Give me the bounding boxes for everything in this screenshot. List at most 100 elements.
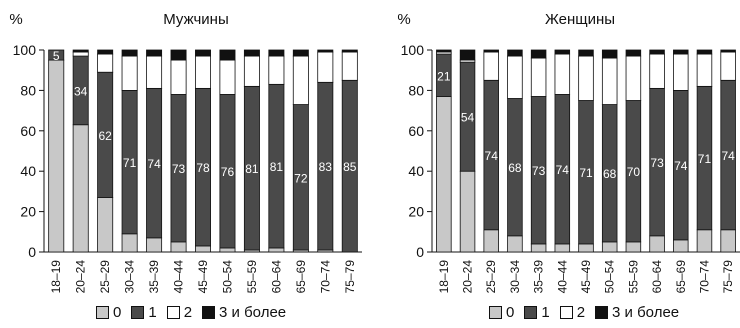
x-tick-label: 35–39	[532, 260, 546, 294]
bar-segment-0	[121, 233, 138, 253]
legend-label: 2	[576, 304, 586, 321]
data-label: 5	[53, 49, 60, 63]
x-tick-label: 75–79	[721, 260, 735, 294]
x-tick-label: 18–19	[437, 260, 451, 294]
data-label: 71	[698, 152, 712, 166]
bar-segment-0	[170, 241, 187, 253]
legend-item: 0	[96, 304, 121, 321]
legend-swatch	[559, 306, 573, 319]
x-tick-label: 50–54	[603, 260, 617, 294]
legend-swatch	[202, 306, 216, 319]
bar-segment-2	[219, 59, 236, 95]
chart-title: Женщины	[545, 11, 615, 28]
x-tick-label: 70–74	[318, 260, 332, 294]
x-tick-label: 55–59	[626, 260, 640, 294]
bar-segment-2	[554, 53, 571, 95]
y-axis-label: %	[9, 11, 22, 28]
bar-segment-0	[530, 243, 547, 253]
data-label: 34	[74, 84, 88, 98]
legend-item: 2	[166, 304, 193, 321]
legend-swatch	[96, 306, 109, 319]
data-label: 71	[579, 166, 593, 180]
bar-segment-3plus	[243, 49, 260, 57]
bar-segment-3plus	[649, 49, 665, 55]
x-tick-label: 40–44	[555, 260, 569, 294]
legend-swatch	[524, 306, 538, 319]
y-tick-label: 80	[408, 82, 424, 98]
data-label: 72	[294, 171, 308, 185]
bar-segment-3plus	[625, 49, 642, 57]
x-tick-label: 55–59	[245, 260, 259, 294]
y-tick-label: 0	[416, 244, 424, 260]
bar-segment-2	[483, 51, 499, 81]
x-tick-label: 40–44	[172, 260, 186, 294]
bar-segment-0	[459, 170, 476, 253]
chart-panel-women: Женщины% 0 20 40 60 80 100 21 18–19 54 20–24 74 25–2…	[397, 11, 740, 293]
x-tick-label: 45–49	[196, 260, 210, 294]
data-label: 70	[627, 165, 641, 179]
bar-segment-3plus	[554, 49, 571, 55]
legend-label: 3 и более	[612, 304, 680, 321]
bar-segment-0	[578, 243, 594, 253]
bar-segment-2	[601, 57, 618, 105]
legend-label: 0	[506, 304, 515, 321]
data-label: 85	[343, 160, 357, 174]
data-label: 73	[650, 156, 664, 170]
legend-label: 1	[541, 304, 550, 321]
y-tick-label: 60	[408, 123, 424, 139]
x-tick-label: 30–34	[123, 260, 137, 294]
y-tick-label: 60	[20, 123, 36, 139]
legend-item: 2	[559, 304, 586, 321]
y-axis-label: %	[397, 11, 410, 28]
bar-segment-1	[48, 49, 65, 61]
data-label: 81	[245, 162, 259, 176]
data-label: 74	[721, 149, 735, 163]
x-tick-label: 60–64	[269, 260, 283, 294]
chart-title: Мужчины	[163, 11, 228, 28]
bar-segment-0	[72, 124, 89, 253]
bar-segment-0	[507, 235, 523, 253]
bar-segment-0	[146, 237, 163, 253]
bar-segment-2	[317, 51, 334, 83]
x-tick-label: 60–64	[650, 260, 664, 294]
bar-segment-0	[48, 59, 65, 253]
x-tick-label: 75–79	[343, 260, 357, 294]
bar-segment-2	[170, 59, 187, 95]
data-label: 83	[319, 160, 333, 174]
data-label: 21	[437, 69, 451, 83]
bar-segment-3plus	[507, 49, 523, 57]
legend-item: 1	[524, 304, 550, 321]
x-tick-label: 20–24	[74, 260, 88, 294]
bar-segment-0	[268, 247, 285, 253]
chart-panel-men: Мужчины% 0 20 40 60 80 100 5 18–19 34 20–24 62 25–29…	[9, 11, 362, 293]
y-tick-label: 20	[20, 204, 36, 220]
bar-segment-2	[625, 55, 642, 101]
data-label: 71	[123, 156, 137, 170]
bar-segment-2	[292, 55, 309, 105]
bar-segment-2	[530, 57, 547, 97]
legend-label: 3 и более	[219, 304, 287, 321]
data-label: 73	[532, 164, 546, 178]
bar-segment-3plus	[673, 49, 689, 55]
x-tick-label: 25–29	[484, 260, 498, 294]
x-tick-label: 65–69	[674, 260, 688, 294]
x-tick-label: 65–69	[294, 260, 308, 294]
x-tick-label: 30–34	[508, 260, 522, 294]
legend-label: 2	[183, 304, 193, 321]
data-label: 81	[270, 160, 284, 174]
bar-segment-0	[601, 241, 618, 253]
bar-segment-2	[243, 55, 260, 87]
bar-segment-2	[72, 51, 89, 57]
bar-segment-3plus	[146, 49, 163, 57]
legend-swatch	[131, 306, 145, 319]
y-tick-label: 40	[408, 163, 424, 179]
data-label: 74	[485, 149, 499, 163]
bar-segment-0	[625, 241, 642, 253]
y-tick-label: 0	[28, 244, 36, 260]
bar-segment-2	[195, 55, 211, 89]
bar-segment-2	[146, 55, 163, 89]
x-tick-label: 50–54	[220, 260, 234, 294]
bar-segment-3plus	[195, 49, 211, 57]
bar-segment-3plus	[720, 49, 736, 53]
